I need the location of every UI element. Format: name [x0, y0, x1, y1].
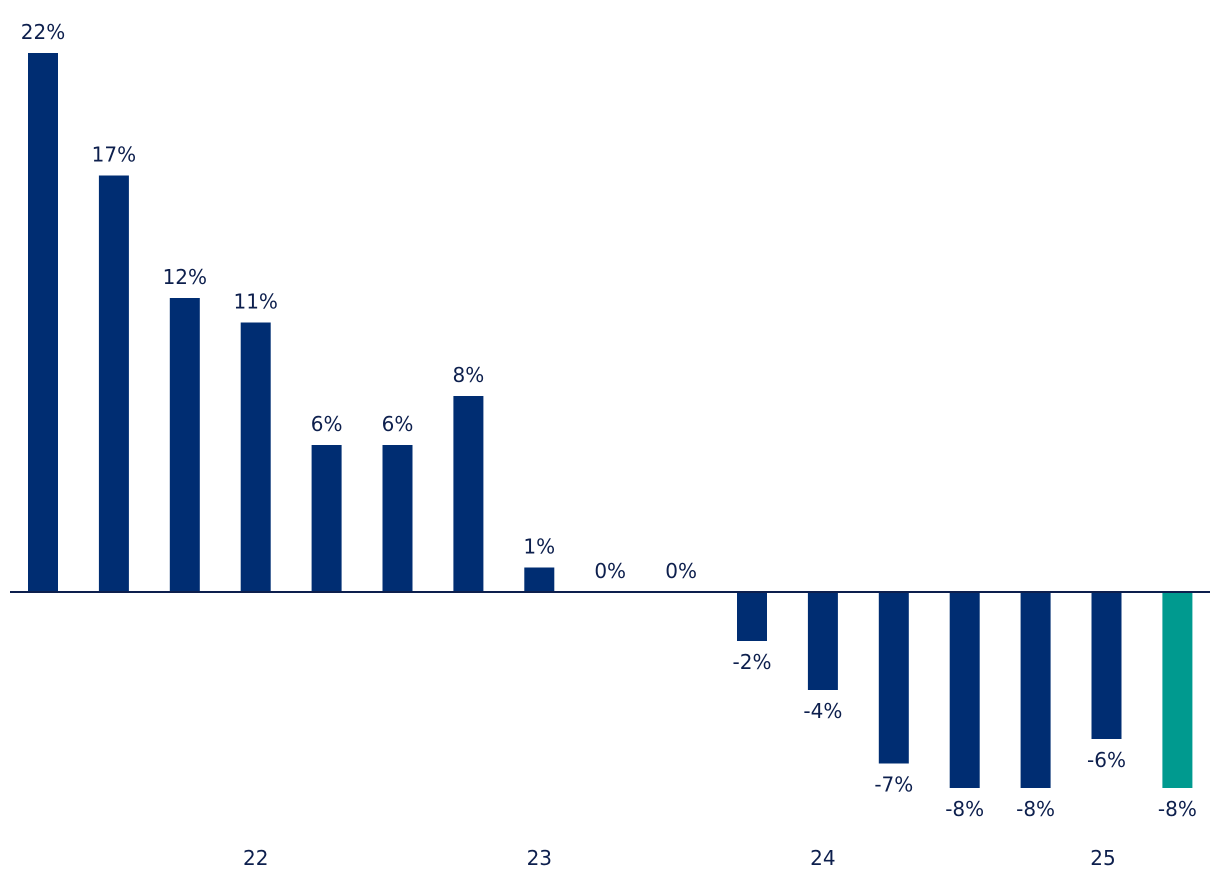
data-label-1: 17% — [92, 143, 136, 167]
data-label-5: 6% — [382, 412, 414, 436]
x-axis-ticks: 22 23 24 25 — [243, 846, 1116, 870]
data-label-7: 1% — [523, 535, 555, 559]
bar-7 — [524, 567, 555, 592]
data-labels-group: 22% 17% 12% 11% 6% 6% 8% 1% 0% 0% -2% -4% -7% -8% -8% -… — [21, 20, 1197, 821]
bar-3 — [240, 322, 271, 592]
data-label-16: -8% — [1158, 797, 1197, 821]
data-label-3: 11% — [233, 290, 277, 314]
x-tick-label-3: 25 — [1090, 846, 1115, 870]
x-tick-label-2: 24 — [810, 846, 835, 870]
data-label-12: -7% — [874, 773, 913, 797]
data-label-8: 0% — [594, 559, 626, 583]
data-label-11: -4% — [803, 699, 842, 723]
data-label-2: 12% — [163, 265, 207, 289]
bar-5 — [382, 445, 413, 592]
bar-1 — [98, 175, 129, 592]
bar-15 — [1091, 592, 1122, 739]
bar-10 — [737, 592, 767, 641]
bar-0 — [28, 53, 58, 592]
x-tick-label-1: 23 — [527, 846, 552, 870]
bar-11 — [807, 592, 838, 690]
data-label-14: -8% — [1016, 797, 1055, 821]
data-label-9: 0% — [665, 559, 697, 583]
data-label-15: -6% — [1087, 748, 1126, 772]
bars-group — [28, 53, 1193, 788]
bar-6 — [453, 396, 484, 592]
data-label-13: -8% — [945, 797, 984, 821]
data-label-4: 6% — [311, 412, 343, 436]
data-label-10: -2% — [733, 650, 772, 674]
data-label-6: 8% — [453, 363, 485, 387]
bar-2 — [169, 298, 200, 592]
bar-14 — [1020, 592, 1051, 788]
x-tick-label-0: 22 — [243, 846, 268, 870]
data-label-0: 22% — [21, 20, 65, 44]
bar-13 — [949, 592, 980, 788]
bar-4 — [311, 445, 342, 592]
bar-12 — [878, 592, 909, 764]
bar-16 — [1162, 592, 1193, 788]
